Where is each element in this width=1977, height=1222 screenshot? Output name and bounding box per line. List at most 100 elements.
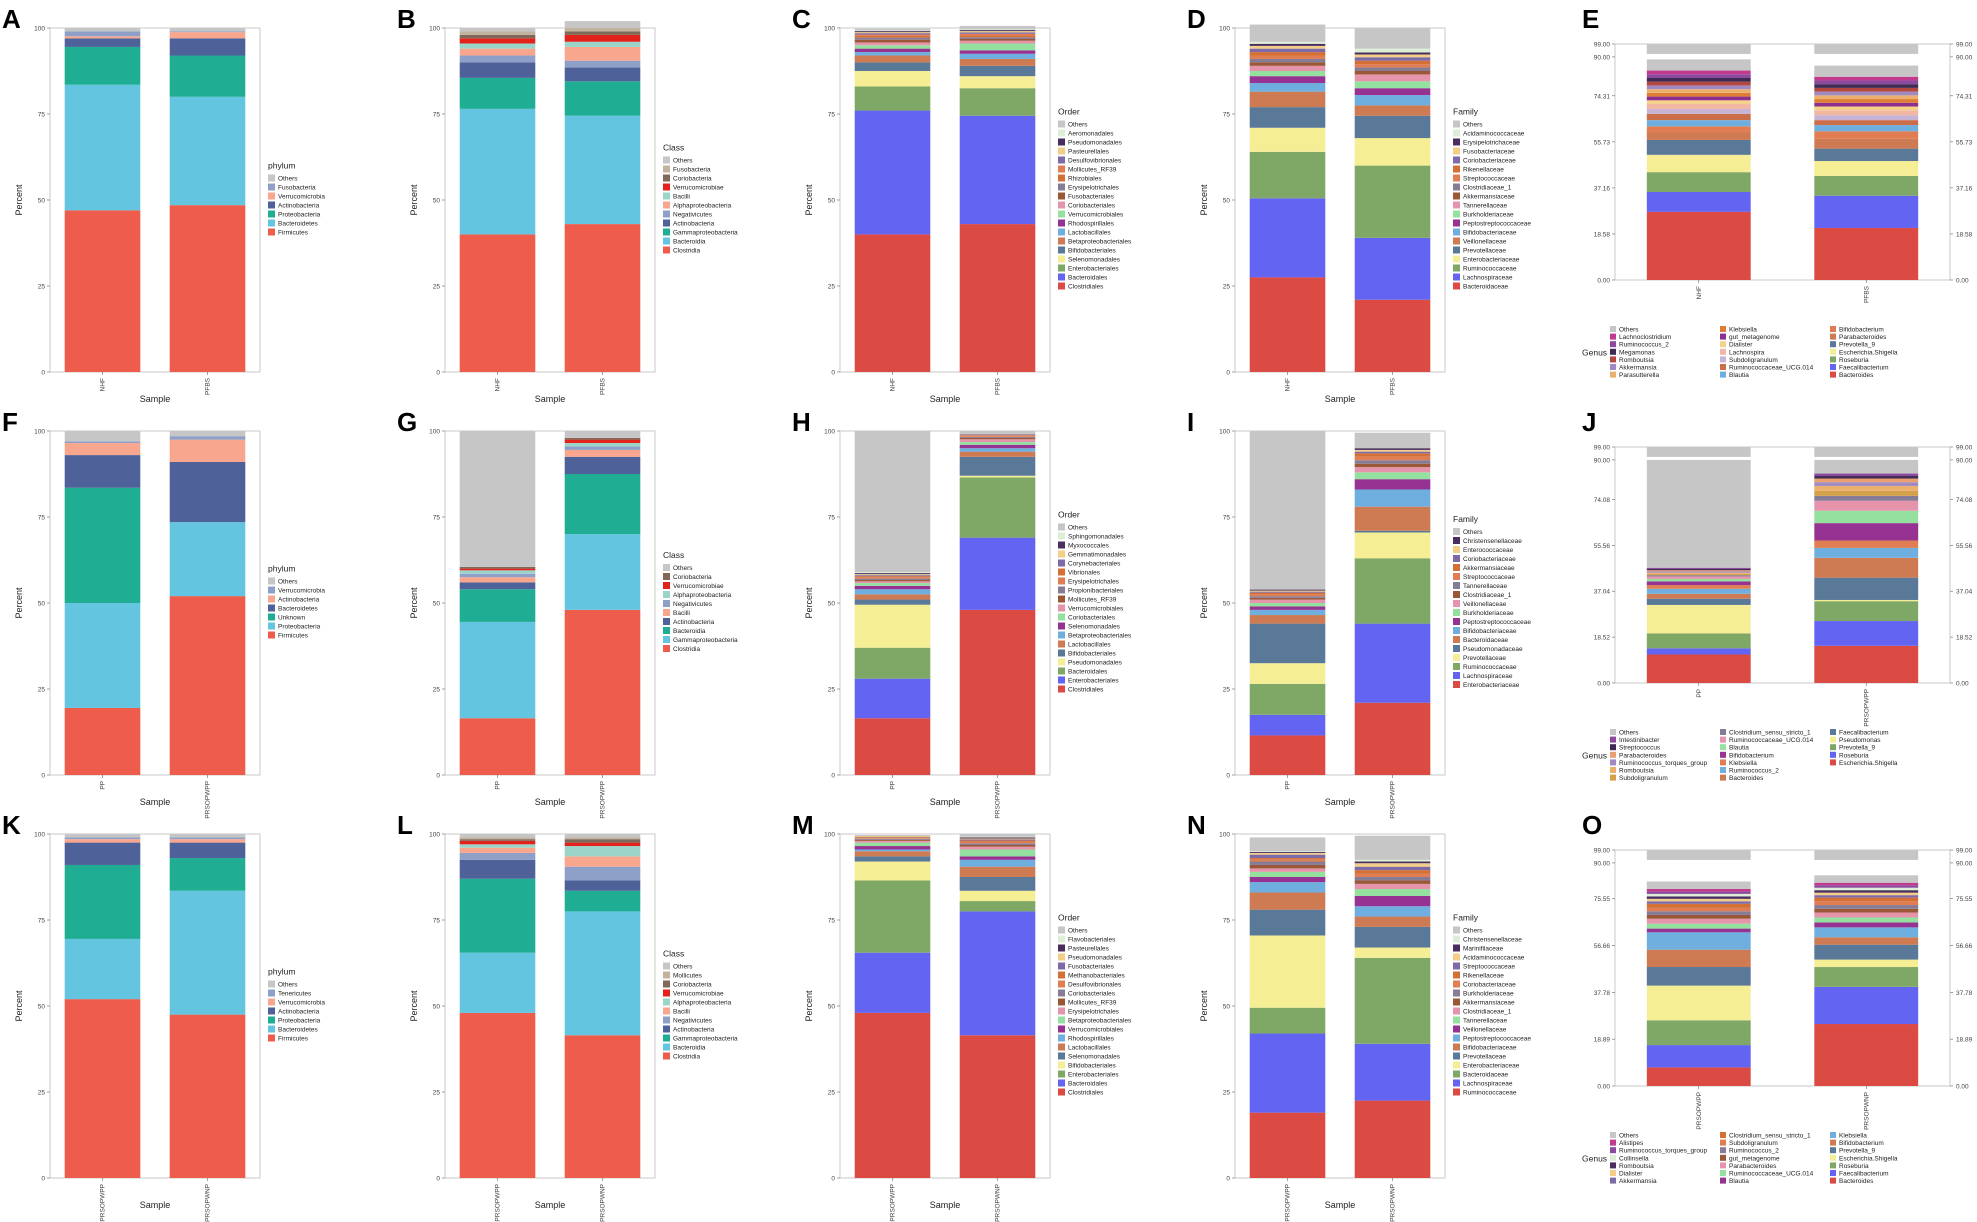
- legend-label: Peptostreptococcaceae: [1463, 221, 1531, 228]
- legend-swatch: [663, 174, 670, 182]
- bar-segment: [169, 431, 246, 437]
- bar-segment: [169, 38, 246, 56]
- legend-swatch: [1720, 1139, 1726, 1146]
- y-tick-label: 50: [38, 1004, 46, 1011]
- y-tick-label: 90.00: [1594, 457, 1611, 464]
- x-axis-title: Sample: [1325, 394, 1356, 404]
- legend-swatch: [1610, 1170, 1616, 1176]
- y-tick-label: 25: [38, 687, 46, 694]
- legend-label: Bacilli: [673, 1009, 690, 1016]
- legend-label: Others: [1463, 928, 1483, 935]
- bar-segment: [1646, 567, 1751, 569]
- legend-swatch: [663, 618, 670, 625]
- bar-segment: [1814, 912, 1919, 918]
- legend-swatch: [1058, 944, 1065, 952]
- y-tick-label-right: 0.00: [1956, 278, 1969, 285]
- y-tick-label: 75: [38, 918, 46, 925]
- bar-segment: [169, 834, 246, 838]
- bar-segment: [64, 487, 141, 603]
- legend-label: Prevotella_9: [1839, 1148, 1876, 1155]
- legend-label: Klebsiella: [1729, 327, 1757, 334]
- legend-swatch: [1610, 1162, 1616, 1169]
- legend-label: Bifidobacterium: [1839, 327, 1884, 334]
- bar-segment: [854, 840, 931, 843]
- legend-swatch: [1453, 944, 1460, 952]
- bar-segment: [959, 88, 1036, 116]
- y-tick-label: 75: [433, 918, 441, 925]
- y-tick-label: 50: [1223, 1004, 1231, 1011]
- bar-segment: [1249, 48, 1326, 53]
- y-tick-label-right: 90.00: [1956, 860, 1973, 867]
- legend-swatch: [663, 1043, 670, 1051]
- bar-segment: [1814, 885, 1919, 888]
- bar-segment: [1646, 126, 1751, 133]
- bar-segment: [1249, 590, 1326, 592]
- bar-segment: [64, 834, 141, 838]
- legend-swatch: [1720, 364, 1726, 370]
- bar-segment: [1646, 1067, 1751, 1086]
- bar-segment: [1646, 911, 1751, 915]
- y-tick-label: 50: [828, 1004, 836, 1011]
- bar-segment: [1814, 890, 1919, 893]
- legend-swatch: [1058, 604, 1065, 612]
- legend-swatch: [1058, 586, 1065, 594]
- bar-segment: [1354, 866, 1431, 871]
- bar-segment: [169, 55, 246, 97]
- legend-label: Bacilli: [673, 194, 690, 201]
- bar-segment: [1646, 575, 1751, 577]
- legend-label: Fusobacteriales: [1068, 964, 1115, 971]
- legend-label: Corynebacteriales: [1068, 561, 1121, 568]
- bar-segment: [169, 461, 246, 523]
- panel-letter: G: [397, 407, 417, 437]
- bar-segment: [564, 115, 641, 225]
- bar-segment: [959, 115, 1036, 225]
- y-axis-title: Percent: [804, 587, 814, 619]
- bar-segment: [169, 205, 246, 372]
- legend-swatch: [1610, 1139, 1616, 1146]
- legend-label: Alistipes: [1619, 1140, 1644, 1147]
- legend-swatch: [663, 636, 670, 643]
- legend-swatch: [1453, 120, 1460, 128]
- y-axis-title: Percent: [804, 184, 814, 216]
- bar-segment: [1646, 77, 1751, 82]
- bar-segment: [854, 849, 931, 852]
- legend-label: Pseudomonadales: [1068, 140, 1123, 147]
- legend-swatch: [663, 183, 670, 191]
- bar-segment: [1646, 914, 1751, 919]
- bar-segment: [1354, 67, 1431, 71]
- x-tick-label: NHF: [1285, 378, 1292, 391]
- legend-label: Gemmatimonadales: [1068, 552, 1127, 559]
- panel-h: H 0 25 50 75 100 PP PRSOPWPP Sample Percent Order O…: [792, 407, 1132, 819]
- legend-swatch: [268, 622, 275, 630]
- bar-segment: [459, 568, 536, 571]
- legend-swatch: [268, 998, 275, 1006]
- legend-swatch: [1830, 341, 1836, 348]
- y-tick-label: 90.00: [1594, 54, 1611, 61]
- bar-segment: [169, 439, 246, 462]
- bar-segment: [854, 837, 931, 839]
- legend-swatch: [1058, 676, 1065, 684]
- panel-letter: O: [1582, 810, 1602, 840]
- legend-swatch: [1058, 685, 1065, 693]
- y-tick-label: 0.00: [1597, 278, 1610, 285]
- legend-swatch: [268, 631, 275, 639]
- bar-segment: [1814, 148, 1919, 162]
- bar-segment: [1249, 45, 1326, 49]
- legend-label: Erysipelotrichaceae: [1463, 140, 1520, 147]
- bar-segment: [1249, 65, 1326, 71]
- legend-label: Clostridia: [673, 248, 700, 255]
- x-tick-label: PRSOPWPP: [890, 1184, 897, 1222]
- panel-b: B 0 25 50 75 100 NHF PFBS Sample Percent Class Othe…: [397, 4, 738, 404]
- legend-label: Firmicutes: [278, 633, 309, 640]
- legend-swatch: [1453, 210, 1460, 218]
- legend-label: Pseudomonas: [1839, 737, 1881, 744]
- legend-label: Bacteroides: [1839, 372, 1874, 379]
- bar-segment: [564, 880, 641, 891]
- legend-swatch: [1720, 1147, 1726, 1154]
- bar-segment: [1249, 623, 1326, 664]
- bar-segment: [854, 589, 931, 595]
- y-tick-label: 99.00: [1594, 445, 1611, 452]
- bar-segment: [1814, 76, 1919, 81]
- y-tick-label: 50: [828, 198, 836, 205]
- x-tick-label: PP: [1696, 689, 1703, 698]
